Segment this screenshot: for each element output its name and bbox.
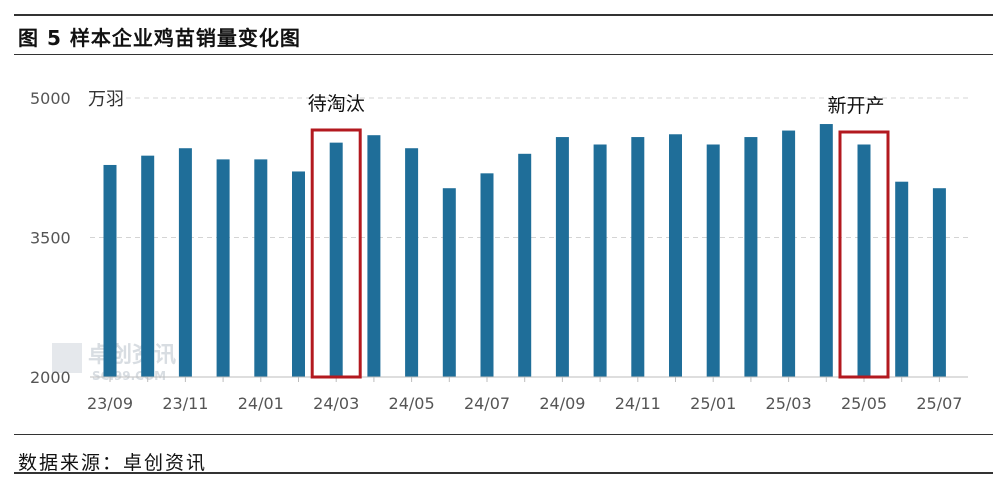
- highlight-box: [310, 128, 362, 379]
- x-tick-label: 25/05: [841, 394, 887, 413]
- bar-24/11: [631, 137, 645, 377]
- annotation-label: 待淘汰: [308, 93, 365, 115]
- x-tick-label: 24/03: [313, 394, 359, 413]
- source-note: 数据来源：卓创资讯: [18, 452, 208, 474]
- x-tick-label: 24/07: [464, 394, 510, 413]
- bar-24/10: [593, 144, 607, 377]
- bar-24/04: [367, 135, 381, 377]
- bar-24/12: [669, 134, 682, 377]
- bar-24/09: [555, 137, 569, 377]
- watermark-name: 卓创资讯: [88, 343, 176, 368]
- x-tick-label: 24/09: [539, 394, 585, 413]
- bar-24/07: [480, 173, 494, 377]
- bar-25/05: [857, 144, 871, 377]
- annotation-label: 新开产: [827, 95, 884, 117]
- chart-title: 图 5 样本企业鸡苗销量变化图: [18, 26, 301, 50]
- bar-23/12: [216, 159, 230, 377]
- bar-23/09: [103, 164, 117, 377]
- bar-25/03: [782, 130, 796, 377]
- axes: 2000 3500 5000 万羽 23/09 23/11 24/01 24/03 24/05 2…: [30, 89, 968, 413]
- x-tick-label: 25/07: [916, 394, 962, 413]
- bar-25/04: [819, 124, 833, 377]
- x-tick-label: 25/01: [690, 394, 736, 413]
- bar-23/10: [141, 155, 155, 377]
- bars: [103, 124, 946, 377]
- y-tick-label: 3500: [30, 229, 71, 248]
- bar-25/07: [932, 188, 946, 377]
- top-rule: [14, 14, 993, 16]
- x-tick-label: 24/01: [238, 394, 284, 413]
- watermark-mark: [52, 343, 82, 373]
- y-tick-label: 2000: [30, 368, 71, 387]
- bottom-rule: [14, 472, 993, 474]
- title-underline: [14, 54, 993, 55]
- y-tick-label: 5000: [30, 89, 71, 108]
- bar-25/06: [895, 181, 909, 377]
- bar-24/08: [518, 153, 532, 377]
- y-unit-label: 万羽: [88, 89, 124, 110]
- bar-24/02: [292, 171, 305, 377]
- watermark-url: SCI99.COM: [92, 369, 166, 383]
- highlight-box: [838, 130, 890, 379]
- annotations: 待淘汰 新开产: [308, 93, 890, 379]
- x-tick-label: 24/05: [389, 394, 435, 413]
- x-tick-label: 24/11: [615, 394, 661, 413]
- x-tick-label: 23/09: [87, 394, 133, 413]
- bar-25/01: [706, 144, 720, 377]
- source-rule: [14, 434, 993, 435]
- bar-24/03: [329, 142, 343, 377]
- bar-25/02: [744, 137, 758, 377]
- bar-24/01: [254, 159, 268, 377]
- bar-24/05: [405, 148, 419, 377]
- bar-24/06: [442, 188, 456, 377]
- x-tick-label: 23/11: [162, 394, 208, 413]
- x-tick-label: 25/03: [766, 394, 812, 413]
- bar-23/11: [178, 148, 192, 377]
